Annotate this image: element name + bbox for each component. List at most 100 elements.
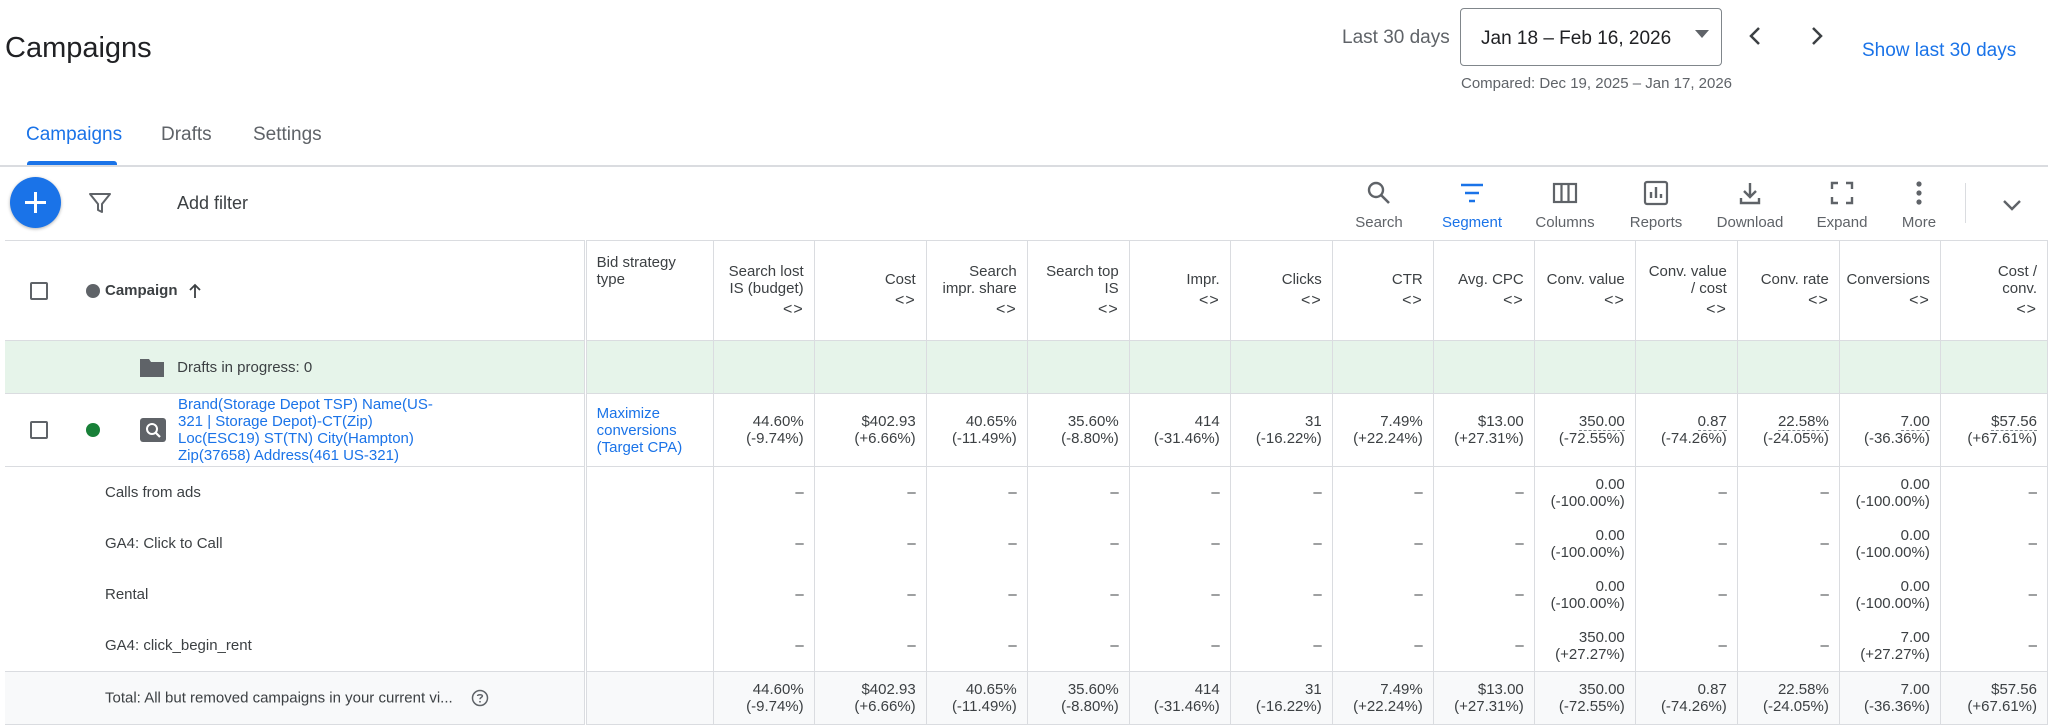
metric-value: – [1515, 535, 1524, 552]
expand-button[interactable]: Expand [1797, 180, 1887, 231]
conversion-action-row: Rental – – – – – – – – 0.00 (-100.00%) – … [5, 569, 2048, 620]
column-header-search-lost-is[interactable]: Search lost IS (budget) <> [713, 240, 815, 341]
metric-value: 22.58% [1777, 681, 1829, 698]
metric-value: – [1313, 586, 1322, 603]
more-button[interactable]: More [1874, 180, 1964, 231]
campaign-column-header[interactable]: Campaign [105, 240, 587, 341]
metric-cell: – [1332, 620, 1434, 672]
conversion-action-name: Calls from ads [105, 484, 201, 501]
status-column-icon[interactable] [86, 283, 100, 298]
metric-value: $13.00 [1477, 413, 1524, 430]
metric-change: (-24.05%) [1762, 430, 1829, 447]
metric-value: – [795, 535, 804, 552]
metric-change: (-9.74%) [746, 430, 804, 447]
metric-cell: $13.00 (+27.31%) [1433, 671, 1535, 725]
segment-button[interactable]: Segment [1427, 180, 1517, 231]
metric-cell[interactable]: $57.56 (+67.61%) [1940, 393, 2048, 467]
metric-cell: – [1635, 569, 1738, 620]
campaign-name-link[interactable]: Brand(Storage Depot TSP) Name(US- 321 | … [178, 396, 433, 464]
metric-value: – [1313, 535, 1322, 552]
metric-value: – [1313, 637, 1322, 654]
filter-icon[interactable] [88, 191, 112, 215]
column-header-cost-conv[interactable]: Cost / conv. <> [1940, 240, 2048, 341]
column-header-conv-value[interactable]: Conv. value <> [1534, 240, 1636, 341]
metric-cell: 44.60% (-9.74%) [713, 393, 815, 467]
column-header-search-impr-share[interactable]: Search impr. share <> [926, 240, 1028, 341]
show-last-30-days-link[interactable]: Show last 30 days [1862, 40, 2017, 61]
total-label: Total: All but removed campaigns in your… [105, 689, 453, 707]
bid-strategy-link[interactable]: Maximize conversions (Target CPA) [587, 405, 713, 456]
campaign-name-line: Loc(ESC19) ST(TN) City(Hampton) [178, 430, 414, 447]
metric-value: 31 [1305, 681, 1322, 698]
campaign-row-checkbox[interactable] [30, 421, 48, 439]
metric-value: – [1414, 484, 1423, 501]
tab-campaigns[interactable]: Campaigns [26, 124, 123, 145]
conversion-action-row: Calls from ads – – – – – – – – 0.00 (-100… [5, 466, 2048, 518]
metric-cell: – [1737, 620, 1840, 672]
bid-strategy-column-header[interactable]: Bid strategy type [585, 240, 714, 341]
metric-value: 44.60% [752, 413, 804, 430]
download-label: Download [1716, 214, 1784, 231]
header-line: Cost / [1997, 262, 2037, 280]
tab-settings[interactable]: Settings [253, 124, 322, 145]
tab-drafts[interactable]: Drafts [161, 124, 212, 145]
metric-cell: – [1433, 569, 1535, 620]
metric-change: (+22.24%) [1353, 698, 1423, 715]
metric-cell: 350.00 (+27.27%) [1534, 620, 1636, 672]
column-header-impr[interactable]: Impr. <> [1129, 240, 1231, 341]
column-header-ctr[interactable]: CTR <> [1332, 240, 1434, 341]
segment-label: Segment [1441, 214, 1503, 231]
column-header-cost[interactable]: Cost <> [814, 240, 927, 341]
chevron-left-icon[interactable] [1744, 24, 1768, 48]
column-header-conv-rate[interactable]: Conv. rate <> [1737, 240, 1840, 341]
help-icon[interactable] [471, 689, 489, 707]
header-line: impr. share [942, 279, 1017, 297]
metric-value: – [1820, 535, 1829, 552]
select-all-checkbox[interactable] [30, 281, 48, 300]
metric-cell: – [1027, 620, 1130, 672]
chevron-right-icon[interactable] [1804, 24, 1828, 48]
metric-change: (+67.61%) [1967, 430, 2037, 447]
conversion-action-row: GA4: click_begin_rent – – – – – – – – 35… [5, 620, 2048, 672]
metric-cell: 31 (-16.22%) [1230, 393, 1333, 467]
date-range-label: Last 30 days [1342, 27, 1450, 48]
status-enabled-icon[interactable] [86, 423, 100, 437]
metric-cell[interactable]: 7.00 (-36.36%) [1839, 393, 1941, 467]
metric-change: (-74.26%) [1660, 698, 1727, 715]
header-line: / cost [1690, 279, 1727, 297]
column-header-conversions[interactable]: Conversions <> [1839, 240, 1941, 341]
metric-value: 0.00 [1900, 526, 1930, 544]
metric-value: – [1718, 586, 1727, 603]
metric-change: (-8.80%) [1061, 698, 1119, 715]
column-header-search-top-is[interactable]: Search top IS <> [1027, 240, 1130, 341]
metric-value: – [1110, 637, 1119, 654]
metric-cell: – [713, 620, 815, 672]
search-button[interactable]: Search [1334, 180, 1424, 231]
date-range-picker[interactable]: Jan 18 – Feb 16, 2026 [1460, 8, 1722, 66]
column-header-avg-cpc[interactable]: Avg. CPC <> [1433, 240, 1535, 341]
chevron-down-icon[interactable] [1999, 192, 2025, 218]
metric-value: 7.00 [1900, 628, 1930, 646]
metric-cell: – [1332, 569, 1434, 620]
metric-change: (-16.22%) [1255, 698, 1322, 715]
column-header-conv-value-cost[interactable]: Conv. value / cost <> [1635, 240, 1738, 341]
columns-button[interactable]: Columns [1520, 180, 1610, 231]
metric-value: – [1110, 484, 1119, 501]
metric-cell[interactable]: 350.00 (-72.55%) [1534, 393, 1636, 467]
reports-button[interactable]: Reports [1611, 180, 1701, 231]
metric-value: 22.58% [1777, 413, 1829, 431]
resize-arrows-icon: <> [1808, 292, 1829, 309]
metric-cell: 414 (-31.46%) [1129, 671, 1231, 725]
metric-value: 40.65% [965, 681, 1017, 698]
metric-value: 350.00 [1578, 413, 1625, 431]
metric-cell[interactable]: 22.58% (-24.05%) [1737, 393, 1840, 467]
metric-cell: 40.65% (-11.49%) [926, 671, 1028, 725]
metric-cell[interactable]: 0.87 (-74.26%) [1635, 393, 1738, 467]
download-button[interactable]: Download [1705, 180, 1795, 231]
add-filter-input[interactable]: Add filter [177, 193, 249, 213]
resize-arrows-icon: <> [1909, 292, 1930, 309]
metric-cell: – [1129, 518, 1231, 569]
metric-change: (+27.31%) [1454, 698, 1524, 715]
add-campaign-button[interactable] [10, 177, 61, 228]
column-header-clicks[interactable]: Clicks <> [1230, 240, 1333, 341]
